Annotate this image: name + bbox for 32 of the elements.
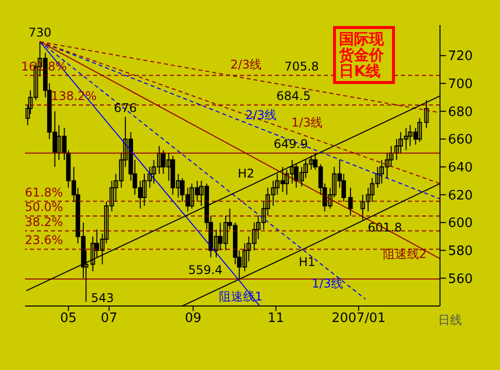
- y-tick-label: 720: [448, 49, 473, 64]
- x-tick-label: 05: [60, 311, 77, 326]
- x-tick-label: 09: [184, 311, 202, 326]
- y-tick-label: 680: [448, 104, 473, 120]
- y-tick-label: 600: [448, 216, 473, 232]
- annotation: 543: [91, 291, 114, 306]
- series-label: 2/3线: [245, 108, 277, 122]
- series-label: 2/3线: [230, 57, 262, 72]
- annotation: 38.2%: [24, 214, 64, 229]
- annotation: 61.8%: [24, 185, 64, 200]
- annotation: 684.5: [276, 88, 311, 103]
- text: 日线: [438, 312, 462, 329]
- y-tick-label: 560: [448, 272, 473, 287]
- series-label: 1/3线: [291, 115, 323, 130]
- y-tick-label: 640: [448, 160, 473, 176]
- text: 国际现货金价日K线: [333, 26, 395, 84]
- annotation: 705.8: [284, 59, 319, 74]
- series-label: 1/3线: [312, 276, 344, 291]
- y-tick-label: 660: [448, 132, 473, 148]
- annotation: 730: [28, 26, 52, 40]
- x-tick-label: 2007/01: [332, 311, 386, 326]
- series-label: H2: [238, 166, 254, 180]
- x-tick-label: 11: [268, 311, 284, 326]
- y-tick-label: 620: [448, 188, 473, 204]
- y-tick-label: 700: [448, 77, 473, 92]
- y-tick-label: 580: [448, 244, 473, 259]
- series-label: H1: [298, 254, 316, 269]
- annotation: 649.9: [274, 137, 308, 152]
- annotation: 23.6%: [24, 233, 64, 248]
- annotation: 50.0%: [24, 200, 64, 214]
- x-tick-label: 07: [100, 311, 118, 326]
- annotation: 559.4: [188, 263, 223, 278]
